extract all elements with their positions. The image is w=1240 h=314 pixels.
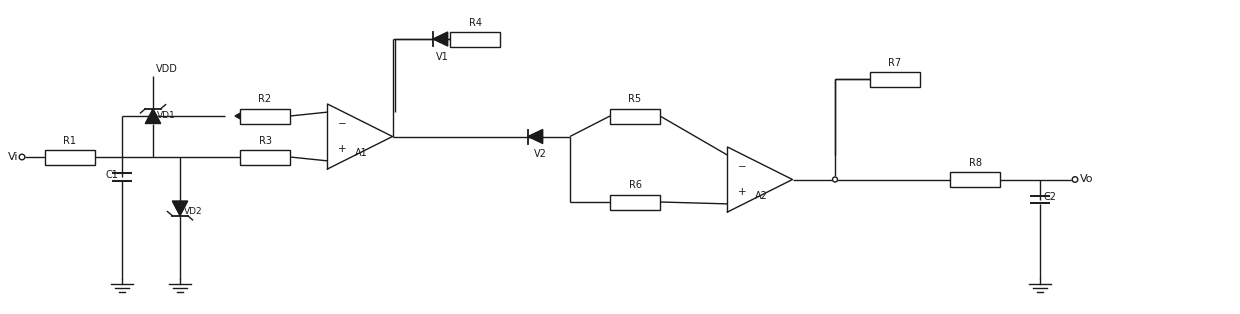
- Bar: [870, 72, 920, 86]
- Text: C2: C2: [1044, 192, 1056, 203]
- Text: V2: V2: [533, 149, 547, 159]
- Bar: [45, 149, 95, 165]
- Text: R2: R2: [258, 95, 272, 105]
- Text: R5: R5: [629, 95, 641, 105]
- Text: VD1: VD1: [157, 111, 176, 120]
- Polygon shape: [433, 32, 448, 46]
- Text: VDD: VDD: [156, 64, 177, 74]
- Text: +: +: [337, 144, 346, 154]
- Text: A2: A2: [755, 191, 768, 201]
- Polygon shape: [172, 201, 187, 216]
- Bar: [241, 149, 290, 165]
- Text: −: −: [738, 162, 746, 172]
- Text: V1: V1: [435, 51, 449, 62]
- Circle shape: [19, 154, 25, 160]
- Text: A1: A1: [355, 148, 368, 158]
- Text: Vo: Vo: [1080, 175, 1094, 185]
- Polygon shape: [145, 109, 161, 123]
- Text: R7: R7: [888, 57, 901, 68]
- Text: C1: C1: [105, 170, 118, 180]
- Bar: [610, 109, 660, 123]
- Bar: [950, 172, 999, 187]
- Text: R4: R4: [469, 19, 481, 29]
- Text: R1: R1: [63, 136, 77, 145]
- Polygon shape: [236, 111, 244, 121]
- Text: Vi: Vi: [7, 151, 19, 161]
- Circle shape: [832, 177, 837, 182]
- Bar: [241, 109, 290, 123]
- Text: R8: R8: [968, 158, 982, 168]
- Text: +: +: [738, 187, 746, 197]
- Circle shape: [1073, 177, 1078, 182]
- Bar: [610, 194, 660, 209]
- Bar: [450, 31, 500, 46]
- Text: VD2: VD2: [184, 207, 202, 215]
- Text: −: −: [337, 119, 346, 129]
- Text: R6: R6: [629, 181, 641, 191]
- Text: R3: R3: [258, 136, 272, 145]
- Polygon shape: [528, 129, 543, 143]
